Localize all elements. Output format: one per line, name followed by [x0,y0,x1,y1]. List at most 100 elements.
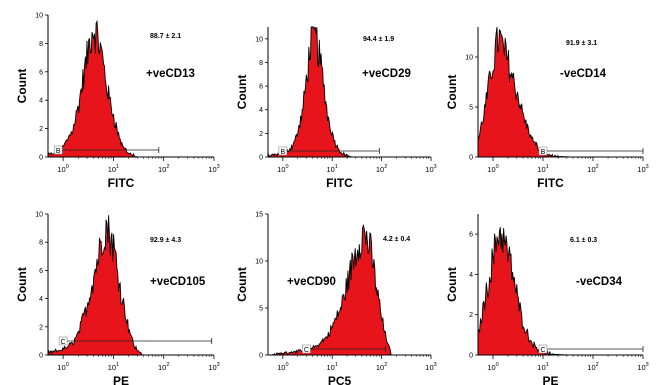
y-tick-label: 10 [255,36,263,43]
x-tick-label: 100 [57,362,68,372]
y-axis-label: Count [445,267,459,302]
histogram-panel: 0 5 10 15 100 101 102 103 C Count PC5 4.2 ± 0.4 +veC… [235,212,437,385]
y-tick-label: 5 [259,306,263,313]
stat-annotation: 91.9 ± 3.1 [566,40,597,47]
gate-label-box [58,336,68,346]
y-tick-label: 4 [39,296,43,303]
gate-label-box [538,146,548,156]
gate-label-box [53,145,63,155]
y-tick-label: 6 [469,232,473,239]
y-tick-label: 6 [259,84,263,91]
x-axis-label: FITC [537,176,564,190]
gate-label: B [280,149,285,156]
x-tick-label: 102 [587,362,598,372]
gate-label-box [538,344,548,354]
y-tick-label: 10 [35,212,43,219]
gate-label-box [302,344,311,354]
y-axis-label: Count [15,267,29,302]
histogram-fill [478,227,643,355]
histogram-fill [268,27,431,157]
histogram-fill [478,27,643,157]
marker-annotation: -veCD14 [560,68,607,80]
y-axis-label: Count [235,267,249,302]
stat-annotation: 4.2 ± 0.4 [383,236,410,243]
marker-annotation: +veCD105 [150,276,206,288]
y-axis-label: Count [15,69,29,104]
marker-annotation: +veCD29 [362,68,411,80]
x-axis-label: PC5 [328,374,352,385]
x-tick-label: 100 [277,362,288,372]
y-tick-label: 0 [39,155,43,162]
y-tick-label: 8 [39,240,43,247]
y-tick-label: 0 [469,155,473,162]
y-axis-label: Count [445,75,459,110]
x-tick-label: 102 [158,164,169,174]
x-axis-label: PE [113,374,129,385]
y-tick-label: 10 [35,13,43,20]
y-tick-label: 6 [39,268,43,275]
x-tick-label: 103 [637,362,648,372]
x-tick-label: 100 [277,164,288,174]
histogram-fill [268,224,431,355]
stat-annotation: 6.1 ± 0.3 [570,237,597,244]
x-tick-label: 102 [376,362,387,372]
x-axis-label: PE [542,374,558,385]
y-tick-label: 15 [255,212,263,219]
histogram-panel: 0 2 4 6 8 10 100 101 102 103 B Count FITC 88.7 ± 2.1 +… [15,13,220,191]
histogram-panel: 0 2 4 6 100 101 102 103 C Count PE 6.1 ± 0.3 -veCD34 [445,214,649,385]
y-tick-label: 2 [39,324,43,331]
x-tick-label: 103 [425,362,436,372]
x-axis-label: FITC [326,176,353,190]
gate-label: B [56,148,61,155]
y-tick-label: 2 [259,131,263,138]
x-tick-label: 101 [327,362,338,372]
gate-label: B [541,149,546,156]
marker-annotation: +veCD90 [287,276,336,288]
y-tick-label: 10 [255,259,263,266]
gate-label: C [61,339,66,346]
stat-annotation: 94.4 ± 1.9 [363,36,394,43]
y-tick-label: 8 [259,60,263,67]
y-tick-label: 4 [469,272,473,279]
y-tick-label: 0 [259,155,263,162]
marker-annotation: +veCD13 [146,68,195,80]
stat-annotation: 88.7 ± 2.1 [150,33,181,40]
stat-annotation: 92.9 ± 4.3 [150,237,181,244]
histogram-fill [48,215,214,355]
y-tick-label: 4 [39,98,43,105]
x-tick-label: 103 [637,164,648,174]
x-tick-label: 103 [208,164,219,174]
x-tick-label: 103 [425,164,436,174]
histogram-panel: 0 5 10 100 101 102 103 B Count FITC 91.9 ± 3.1 -veC… [445,26,649,190]
y-tick-label: 6 [39,69,43,76]
x-tick-label: 101 [108,362,119,372]
y-tick-label: 0 [469,353,473,360]
histogram-panel: 0 2 4 6 8 10 100 101 102 103 C Count PE 92.9 ± 4.3 +ve… [15,212,220,385]
gate-label-box [278,146,288,156]
y-tick-label: 4 [259,107,263,114]
histogram-panel: 0 2 4 6 8 10 100 101 102 103 B Count FITC 94.4 ± 1.9 +… [235,26,437,190]
x-tick-label: 103 [208,362,219,372]
histogram-outline [267,26,431,159]
y-axis-label: Count [235,75,249,110]
y-tick-label: 0 [259,353,263,360]
x-axis-label: FITC [108,176,135,190]
y-tick-label: 2 [469,312,473,319]
x-tick-label: 100 [57,164,68,174]
histogram-fill [48,21,214,157]
y-tick-label: 0 [39,353,43,360]
x-tick-label: 101 [108,164,119,174]
gate-label: C [540,347,545,354]
x-tick-label: 101 [327,164,338,174]
x-tick-label: 100 [487,164,498,174]
x-tick-label: 101 [537,362,548,372]
y-tick-label: 8 [39,41,43,48]
y-tick-label: 10 [465,55,473,62]
x-tick-label: 101 [537,164,548,174]
gate-label: C [304,347,309,354]
y-tick-label: 2 [39,126,43,133]
x-tick-label: 100 [487,362,498,372]
marker-annotation: -veCD34 [576,276,623,288]
y-tick-label: 5 [469,105,473,112]
